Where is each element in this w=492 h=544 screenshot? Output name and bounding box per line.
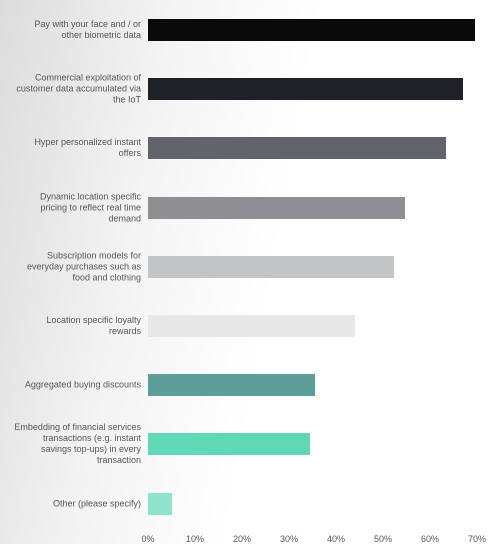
- bar: [148, 137, 446, 160]
- x-tick-label: 50%: [373, 534, 393, 544]
- category-label: Dynamic location specific pricing to ref…: [39, 191, 141, 224]
- bar: [148, 19, 475, 41]
- x-tick-label: 30%: [279, 534, 299, 544]
- category-label: Aggregated buying discounts: [24, 379, 141, 390]
- bar: [148, 78, 463, 101]
- x-tick-label: 0%: [141, 534, 155, 544]
- category-label: Commercial exploitation of customer data…: [16, 72, 141, 105]
- bar: [148, 315, 355, 337]
- bar: [148, 492, 172, 515]
- x-tick-label: 60%: [420, 534, 440, 544]
- x-tick-label: 70%: [467, 534, 487, 544]
- x-tick-label: 20%: [232, 534, 252, 544]
- category-label: Other (please specify): [52, 498, 141, 509]
- bar: [148, 374, 315, 397]
- x-tick-label: 10%: [185, 534, 205, 544]
- bar: [148, 196, 406, 219]
- category-label: Hyper personalized instant offers: [34, 137, 141, 159]
- category-label: Embedding of financial services transact…: [14, 422, 141, 466]
- category-label: Pay with your face and / or other biomet…: [34, 19, 141, 40]
- x-tick-label: 40%: [326, 534, 346, 544]
- category-label: Location specific loyalty rewards: [46, 315, 141, 336]
- bar: [148, 255, 394, 278]
- category-label: Subscription models for everyday purchas…: [26, 250, 141, 283]
- bar: [148, 433, 311, 456]
